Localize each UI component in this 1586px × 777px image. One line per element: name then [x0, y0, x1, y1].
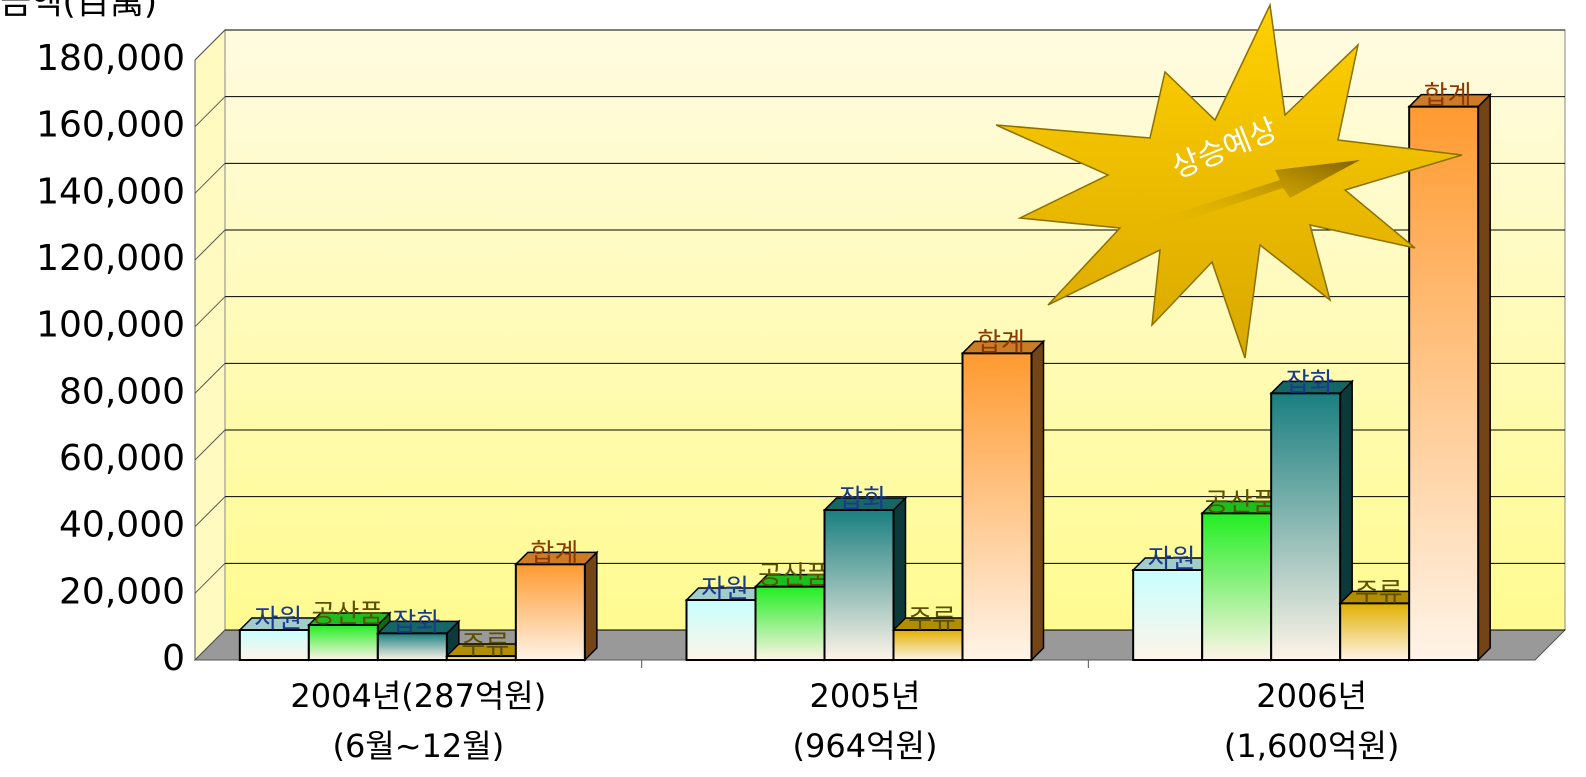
data-label: 합계 — [1424, 81, 1472, 111]
bar-side — [1477, 92, 1491, 662]
bar — [1270, 392, 1342, 661]
x-tick-label: 2006년 — [1256, 677, 1367, 715]
bar-side — [1030, 339, 1045, 662]
data-label: 잡화 — [1286, 368, 1334, 398]
grid-line-side — [194, 496, 226, 528]
y-tick-label: 80,000 — [59, 371, 185, 412]
data-label: 공산품 — [311, 600, 383, 630]
data-label: 주류 — [461, 631, 509, 661]
y-tick-label: 120,000 — [36, 238, 185, 279]
grid-line-side — [194, 296, 226, 328]
y-tick-label: 0 — [162, 638, 185, 679]
starburst — [995, 2, 1463, 359]
grid-line-side — [194, 562, 226, 594]
data-label: 자원 — [1148, 545, 1196, 575]
x-tick-label: 2004년(287억원) — [290, 677, 546, 715]
grid-line-side — [194, 362, 226, 394]
bar — [685, 599, 757, 661]
bar — [1132, 569, 1204, 661]
bar — [823, 509, 895, 661]
bar — [307, 624, 379, 661]
grid-line-side — [194, 229, 226, 261]
data-label: 잡화 — [839, 485, 887, 515]
data-label: 합계 — [530, 539, 578, 569]
y-tick-label: 140,000 — [36, 171, 185, 212]
data-label: 주류 — [1355, 578, 1403, 608]
grid-line-side — [194, 629, 226, 661]
bar — [238, 629, 310, 661]
grid-line-side — [194, 429, 226, 461]
y-tick-label: 40,000 — [59, 505, 185, 546]
bar — [514, 563, 586, 661]
grid-line-side — [194, 162, 226, 194]
y-tick-label: 180,000 — [36, 38, 185, 79]
annotation: 상승예상 — [995, 2, 1463, 359]
data-label: 합계 — [977, 328, 1025, 358]
data-label: 자원 — [254, 605, 302, 635]
bar — [1339, 602, 1411, 661]
y-tick-label: 60,000 — [59, 438, 185, 479]
bar — [754, 585, 826, 662]
bar — [376, 632, 448, 661]
bar-side — [584, 550, 598, 662]
data-label: 잡화 — [392, 608, 440, 638]
bar — [1201, 512, 1273, 661]
bar — [1408, 105, 1480, 661]
x-tick-sublabel: (964억원) — [793, 727, 938, 765]
y-tick-label: 100,000 — [36, 305, 185, 346]
grid-line-side — [194, 29, 226, 61]
x-tick-sublabel: (1,600억원) — [1224, 727, 1399, 765]
data-label: 공산품 — [758, 561, 830, 591]
side-wall — [194, 28, 226, 662]
y-tick-label: 160,000 — [36, 105, 185, 146]
grid-line-side — [194, 96, 226, 128]
arrow — [1140, 160, 1360, 232]
y-axis-label: 금액(百萬) — [0, 0, 157, 23]
x-tick-label: 2005년 — [810, 677, 921, 715]
y-tick-label: 20,000 — [59, 571, 185, 612]
data-label: 자원 — [701, 575, 749, 605]
bar — [961, 352, 1033, 661]
x-tick-sublabel: (6월~12월) — [332, 727, 504, 765]
data-label: 주류 — [908, 605, 956, 635]
data-label: 공산품 — [1205, 488, 1277, 518]
bar — [892, 629, 964, 661]
